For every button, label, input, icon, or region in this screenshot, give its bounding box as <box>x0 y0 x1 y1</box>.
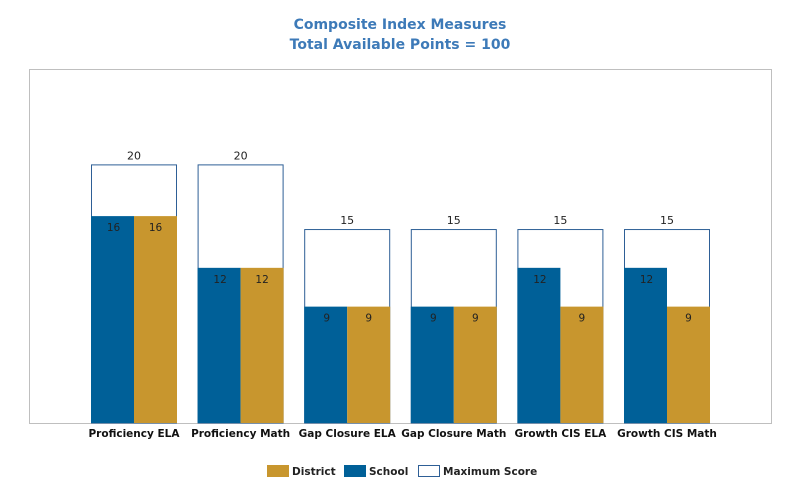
bar-school-gap-closure-ela <box>304 306 348 423</box>
legend-item-school: School <box>344 465 408 478</box>
label-maximum-score-proficiency-math: 20 <box>234 149 248 162</box>
bar-school-growth-cis-ela <box>517 267 561 423</box>
plot-area <box>29 69 772 424</box>
category-group-proficiency-ela: 20 16 16 Proficiency ELA <box>88 149 180 440</box>
label-district-gap-closure-ela: 9 <box>365 313 372 325</box>
legend-label-district: District <box>292 466 336 478</box>
label-district-proficiency-ela: 16 <box>149 222 163 234</box>
bar-district-growth-cis-math <box>667 306 710 423</box>
x-tick-label-growth-cis-ela: Growth CIS ELA <box>515 428 608 440</box>
label-maximum-score-gap-closure-ela: 15 <box>340 214 354 227</box>
label-school-growth-cis-math: 12 <box>640 274 653 286</box>
x-tick-label-gap-closure-math: Gap Closure Math <box>401 428 506 440</box>
x-tick-label-gap-closure-ela: Gap Closure ELA <box>299 428 397 440</box>
legend-item-maximum-score: Maximum Score <box>418 465 537 478</box>
bar-school-gap-closure-math <box>410 306 454 423</box>
x-tick-label-proficiency-math: Proficiency Math <box>191 428 290 440</box>
bars-layer: 20 16 16 Proficiency ELA 20 12 12 Proficiency M… <box>88 149 716 440</box>
label-school-growth-cis-ela: 12 <box>533 274 546 286</box>
bar-district-gap-closure-math <box>453 306 497 423</box>
label-district-proficiency-math: 12 <box>255 274 268 286</box>
label-maximum-score-growth-cis-ela: 15 <box>553 214 567 227</box>
bar-district-growth-cis-ela <box>560 306 604 423</box>
chart-subtitle: Total Available Points = 100 <box>290 37 511 53</box>
label-school-proficiency-ela: 16 <box>107 222 121 234</box>
legend-swatch-district <box>267 465 289 477</box>
category-group-proficiency-math: 20 12 12 Proficiency Math <box>191 149 290 440</box>
bar-district-proficiency-ela <box>134 216 177 423</box>
label-maximum-score-growth-cis-math: 15 <box>660 214 674 227</box>
legend-item-district: District <box>267 465 336 478</box>
bar-district-proficiency-math <box>240 267 284 423</box>
bar-school-proficiency-ela <box>91 216 134 423</box>
legend: District School Maximum Score <box>267 465 537 478</box>
label-school-gap-closure-ela: 9 <box>323 313 330 325</box>
category-group-gap-closure-ela: 15 9 9 Gap Closure ELA <box>299 214 397 440</box>
x-tick-label-growth-cis-math: Growth CIS Math <box>617 428 717 440</box>
legend-swatch-maximum-score <box>418 465 440 477</box>
chart-title: Composite Index Measures <box>294 17 507 33</box>
legend-swatch-school <box>344 465 366 477</box>
label-school-proficiency-math: 12 <box>213 274 226 286</box>
bar-school-growth-cis-math <box>624 267 667 423</box>
category-group-growth-cis-ela: 15 12 9 Growth CIS ELA <box>515 214 608 440</box>
label-district-gap-closure-math: 9 <box>472 313 479 325</box>
legend-label-maximum-score: Maximum Score <box>443 466 537 478</box>
category-group-gap-closure-math: 15 9 9 Gap Closure Math <box>401 214 506 440</box>
category-group-growth-cis-math: 15 12 9 Growth CIS Math <box>617 214 717 440</box>
label-maximum-score-proficiency-ela: 20 <box>127 149 141 162</box>
bar-school-proficiency-math <box>197 267 241 423</box>
legend-label-school: School <box>369 466 408 478</box>
label-maximum-score-gap-closure-math: 15 <box>447 214 461 227</box>
bar-district-gap-closure-ela <box>347 306 391 423</box>
label-school-gap-closure-math: 9 <box>430 313 437 325</box>
label-district-growth-cis-math: 9 <box>685 313 692 325</box>
x-tick-label-proficiency-ela: Proficiency ELA <box>88 428 180 440</box>
label-district-growth-cis-ela: 9 <box>579 313 586 325</box>
